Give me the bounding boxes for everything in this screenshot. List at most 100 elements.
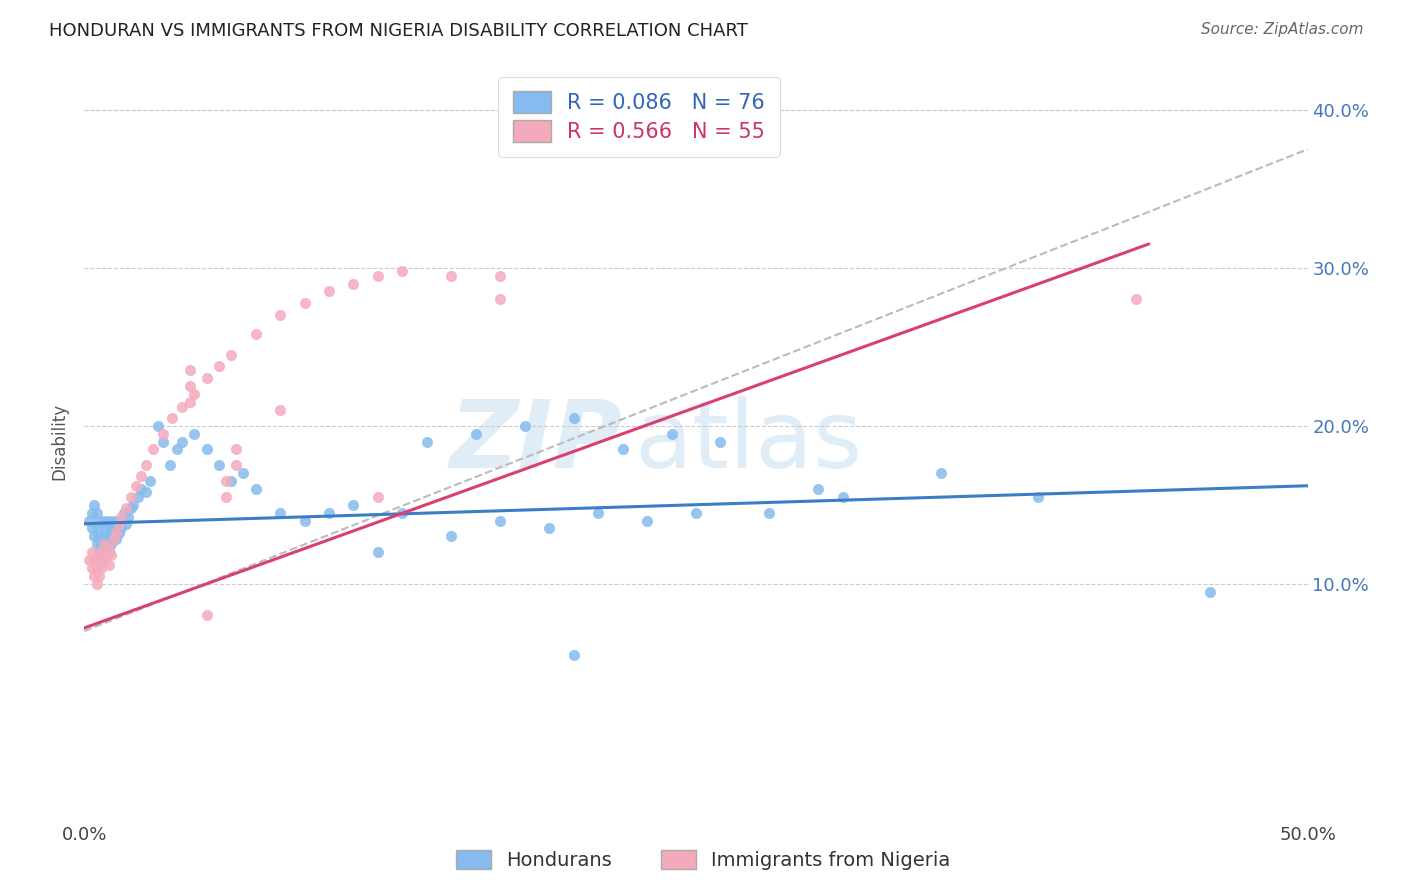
Point xyxy=(636,514,658,528)
Point xyxy=(831,490,853,504)
Text: HONDURAN VS IMMIGRANTS FROM NIGERIA DISABILITY CORRELATION CHART: HONDURAN VS IMMIGRANTS FROM NIGERIA DISA… xyxy=(49,22,748,40)
Point xyxy=(139,474,162,488)
Point xyxy=(97,529,120,543)
Point xyxy=(115,500,138,515)
Point xyxy=(86,521,108,535)
Text: Source: ZipAtlas.com: Source: ZipAtlas.com xyxy=(1201,22,1364,37)
Point xyxy=(367,490,389,504)
Point xyxy=(117,510,139,524)
Point xyxy=(80,506,103,520)
Point xyxy=(87,569,110,583)
Point xyxy=(97,541,120,556)
Point xyxy=(90,545,112,559)
Point xyxy=(440,529,463,543)
Point xyxy=(135,485,157,500)
Point xyxy=(105,533,128,547)
Point xyxy=(1198,584,1220,599)
Point xyxy=(269,403,291,417)
Point xyxy=(125,479,148,493)
Point xyxy=(219,348,242,362)
Point xyxy=(86,561,108,575)
Point xyxy=(83,529,105,543)
Point xyxy=(318,506,340,520)
Point xyxy=(586,506,609,520)
Point xyxy=(562,648,585,662)
Point xyxy=(391,506,413,520)
Point xyxy=(538,521,561,535)
Point xyxy=(120,500,142,515)
Point xyxy=(489,293,512,307)
Point xyxy=(100,548,122,563)
Point xyxy=(103,529,125,543)
Point xyxy=(90,561,112,575)
Point xyxy=(195,442,218,457)
Point xyxy=(120,490,142,504)
Point xyxy=(96,548,118,563)
Point xyxy=(135,458,157,473)
Point xyxy=(391,264,413,278)
Point xyxy=(96,521,118,535)
Point xyxy=(110,521,132,535)
Point xyxy=(86,576,108,591)
Point xyxy=(105,526,128,541)
Y-axis label: Disability: Disability xyxy=(51,403,69,480)
Point xyxy=(96,537,118,551)
Point xyxy=(245,482,267,496)
Point xyxy=(709,434,731,449)
Point xyxy=(294,295,316,310)
Point xyxy=(152,434,174,449)
Point xyxy=(112,506,135,520)
Point xyxy=(269,506,291,520)
Point xyxy=(146,418,169,433)
Point xyxy=(416,434,439,449)
Point xyxy=(100,537,122,551)
Legend: Hondurans, Immigrants from Nigeria: Hondurans, Immigrants from Nigeria xyxy=(449,842,957,878)
Point xyxy=(440,268,463,283)
Point xyxy=(489,514,512,528)
Point xyxy=(232,466,254,480)
Point xyxy=(195,371,218,385)
Point xyxy=(105,516,128,531)
Point xyxy=(129,482,152,496)
Point xyxy=(225,458,247,473)
Point xyxy=(80,521,103,535)
Point xyxy=(87,545,110,559)
Point xyxy=(83,498,105,512)
Point xyxy=(83,553,105,567)
Point xyxy=(86,537,108,551)
Point xyxy=(208,359,231,373)
Point xyxy=(562,410,585,425)
Point xyxy=(93,529,115,543)
Point xyxy=(661,426,683,441)
Point xyxy=(107,526,129,541)
Point xyxy=(183,387,205,401)
Point xyxy=(93,545,115,559)
Point xyxy=(172,400,194,414)
Point xyxy=(115,516,138,531)
Point xyxy=(183,426,205,441)
Point xyxy=(1028,490,1050,504)
Point xyxy=(83,569,105,583)
Point xyxy=(103,514,125,528)
Point xyxy=(208,458,231,473)
Point xyxy=(807,482,830,496)
Point xyxy=(179,363,201,377)
Point xyxy=(219,474,242,488)
Point xyxy=(87,529,110,543)
Point xyxy=(929,466,952,480)
Point xyxy=(245,327,267,342)
Point xyxy=(86,506,108,520)
Point xyxy=(215,474,238,488)
Point xyxy=(489,268,512,283)
Point xyxy=(172,434,194,449)
Point xyxy=(225,442,247,457)
Point xyxy=(97,545,120,559)
Point xyxy=(107,516,129,531)
Point xyxy=(612,442,634,457)
Text: ZIP: ZIP xyxy=(450,395,623,488)
Point xyxy=(87,553,110,567)
Point xyxy=(215,490,238,504)
Point xyxy=(87,514,110,528)
Point xyxy=(93,553,115,567)
Point xyxy=(93,514,115,528)
